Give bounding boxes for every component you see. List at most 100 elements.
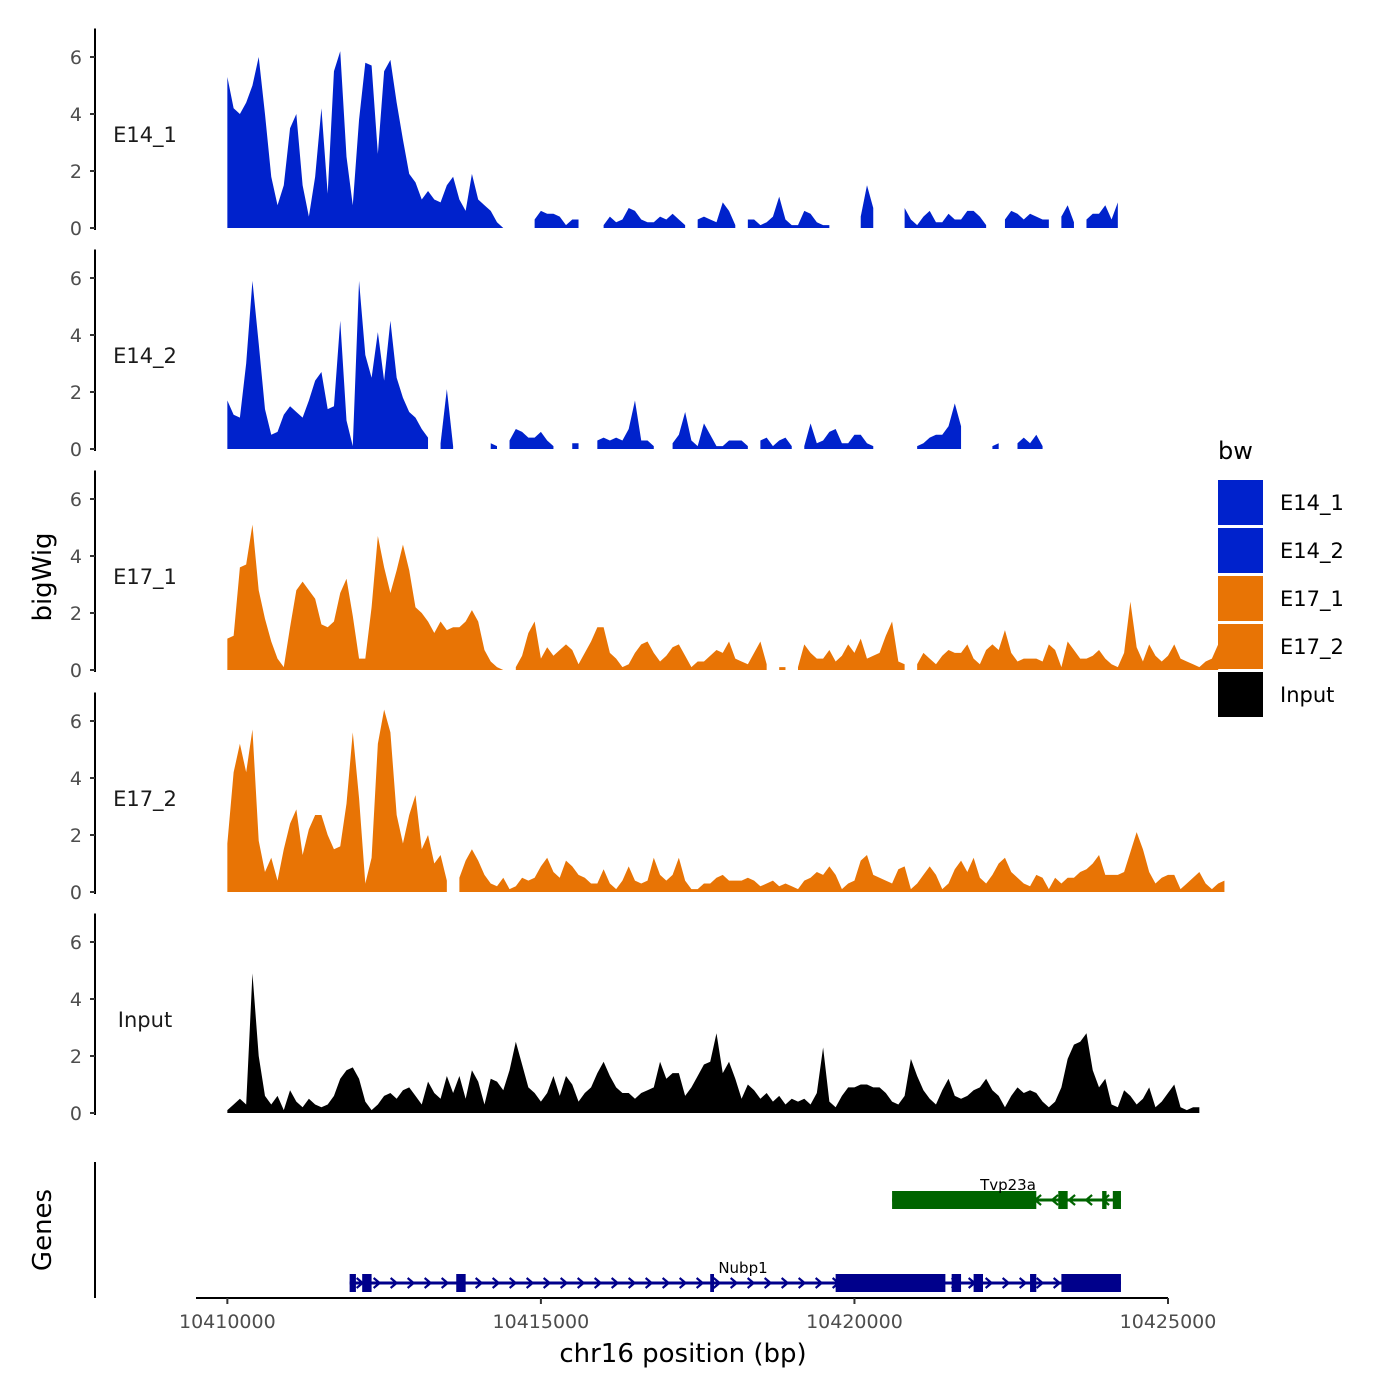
strand-arrow (1050, 1194, 1059, 1206)
coverage-area (992, 443, 999, 449)
y-tick-label: 0 (70, 218, 82, 240)
gene-exon (973, 1274, 984, 1292)
coverage-area (917, 601, 1219, 670)
coverage-area (603, 208, 686, 228)
coverage-area (697, 202, 736, 228)
gene-Nubp1: Nubp1 (349, 1259, 1121, 1292)
y-tick-label: 0 (70, 439, 82, 461)
strand-arrow (610, 1277, 620, 1289)
x-axis-title: chr16 position (bp) (559, 1339, 806, 1369)
track-Input: 0 2 4 6 Input (70, 913, 1200, 1125)
coverage-tracks: 0 2 4 6 E14_1 0 2 4 6 E14_2 0 2 4 6 E17_1 0 2 4 6 E17_2 0 2 4 6… (70, 28, 1225, 1125)
gene-Tvp23a: Tvp23a (892, 1176, 1121, 1209)
legend-swatch (1218, 480, 1263, 525)
legend-label: E17_1 (1280, 587, 1344, 612)
gene-exon (1030, 1274, 1037, 1292)
track-E17_1: 0 2 4 6 E17_1 (70, 470, 1219, 682)
strand-arrow (593, 1277, 603, 1289)
strand-arrow (423, 1277, 433, 1289)
coverage-area (490, 443, 498, 449)
strand-arrow (559, 1277, 569, 1289)
genes-axis-title: Genes (28, 1189, 58, 1271)
strand-arrow (1084, 1194, 1093, 1206)
strand-arrow (525, 1277, 535, 1289)
coverage-area (672, 411, 748, 449)
coverage-area (534, 210, 579, 228)
coverage-area (459, 832, 1225, 892)
coverage-area (227, 524, 504, 670)
y-tick-label: 2 (70, 161, 82, 183)
strand-arrow (474, 1277, 484, 1289)
coverage-area (1061, 205, 1074, 228)
y-tick-label: 6 (70, 489, 82, 511)
coverage-area (227, 973, 1200, 1113)
y-tick-label: 4 (70, 325, 82, 347)
strand-arrow (542, 1277, 552, 1289)
strand-arrow (814, 1277, 824, 1289)
x-tick-label: 10410000 (179, 1311, 276, 1333)
gene-exon (835, 1274, 946, 1292)
strand-arrow (1052, 1277, 1062, 1289)
coverage-area (804, 423, 874, 449)
strand-arrow (984, 1277, 994, 1289)
coverage-area (509, 429, 554, 449)
gene-exon (456, 1274, 466, 1292)
y-tick-label: 4 (70, 546, 82, 568)
legend-title: bw (1218, 437, 1253, 465)
gene-exon (1058, 1191, 1068, 1209)
strand-arrow (797, 1277, 807, 1289)
coverage-area (904, 208, 987, 228)
coverage-area (227, 280, 429, 449)
strand-arrow (729, 1277, 739, 1289)
gene-exon (710, 1274, 714, 1292)
track-E14_2: 0 2 4 6 E14_2 (70, 249, 1043, 461)
coverage-area (227, 51, 504, 228)
strand-arrow (389, 1277, 399, 1289)
strand-arrow (440, 1277, 450, 1289)
coverage-area (1086, 202, 1118, 228)
strand-arrow (712, 1277, 722, 1289)
coverage-area (917, 403, 962, 449)
y-tick-label: 4 (70, 768, 82, 790)
y-tick-label: 0 (70, 660, 82, 682)
strand-arrow (1035, 1277, 1045, 1289)
x-axis: 10410000 10415000 10420000 10425000 (179, 1297, 1217, 1333)
y-axis-title: bigWig (28, 532, 58, 621)
y-tick-label: 2 (70, 825, 82, 847)
strand-arrow (508, 1277, 518, 1289)
strand-arrow (678, 1277, 688, 1289)
strand-arrow (763, 1277, 773, 1289)
coverage-area (760, 437, 792, 449)
strand-arrow (491, 1277, 501, 1289)
gene-label: Nubp1 (718, 1259, 767, 1277)
track-label: E14_1 (113, 123, 177, 148)
strand-arrow (627, 1277, 637, 1289)
track-label: Input (118, 1008, 172, 1032)
strand-arrow (1067, 1194, 1076, 1206)
strand-arrow (695, 1277, 705, 1289)
gene-exon (1112, 1191, 1121, 1209)
track-E17_2: 0 2 4 6 E17_2 (70, 692, 1225, 904)
y-tick-label: 6 (70, 268, 82, 290)
x-tick-label: 10425000 (1120, 1311, 1217, 1333)
gene-exon (349, 1274, 356, 1292)
strand-arrow (406, 1277, 416, 1289)
track-label: E14_2 (113, 344, 177, 369)
coverage-area (572, 443, 579, 449)
legend-swatch (1218, 576, 1263, 621)
x-tick-label: 10420000 (806, 1311, 903, 1333)
legend-swatch (1218, 528, 1263, 573)
strand-arrow (746, 1277, 756, 1289)
coverage-area (779, 667, 786, 670)
strand-arrow (576, 1277, 586, 1289)
y-tick-label: 0 (70, 882, 82, 904)
y-tick-label: 0 (70, 1103, 82, 1125)
gene-exon (951, 1274, 962, 1292)
legend-label: Input (1280, 683, 1334, 707)
coverage-area (515, 621, 767, 670)
y-tick-label: 2 (70, 382, 82, 404)
legend-label: E17_2 (1280, 635, 1344, 660)
strand-arrow (661, 1277, 671, 1289)
y-tick-label: 4 (70, 104, 82, 126)
